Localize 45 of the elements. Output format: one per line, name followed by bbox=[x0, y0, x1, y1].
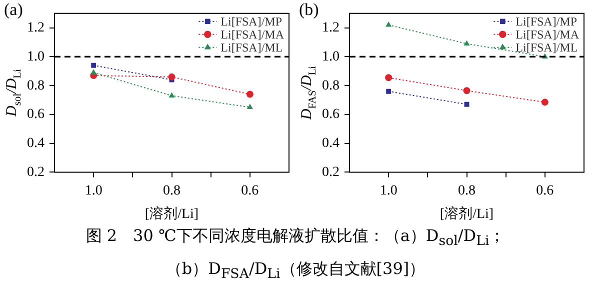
point bbox=[246, 90, 254, 98]
point bbox=[91, 62, 96, 68]
point bbox=[246, 104, 253, 109]
y-tick-label: 1.2 bbox=[322, 20, 340, 36]
x-tick-label: 1.0 bbox=[84, 183, 102, 198]
y-tick-label: 0.6 bbox=[322, 107, 340, 122]
point bbox=[168, 92, 175, 98]
point bbox=[386, 21, 392, 27]
y-tick-label: 0.8 bbox=[322, 78, 340, 94]
y-tick-label: 0.2 bbox=[27, 164, 44, 180]
y-tick-label: 1.0 bbox=[322, 49, 340, 64]
point bbox=[464, 102, 470, 107]
point bbox=[463, 87, 470, 94]
x-tick-label: 0.6 bbox=[241, 183, 259, 198]
text: （b）D$_{FSA}$/D$_{Li}$（修改自文献[39]） bbox=[164, 258, 426, 284]
y-tick-label: 0.8 bbox=[27, 78, 44, 94]
x-axis-title: [溶剂/Li] bbox=[144, 206, 199, 222]
legend-label: Li[FSA]/MP bbox=[516, 14, 578, 29]
legend-label: Li[FSA]/ML bbox=[516, 40, 578, 55]
x-tick-label: 0.8 bbox=[458, 183, 476, 198]
y-axis-title: Dsol/DLi bbox=[4, 69, 24, 118]
point bbox=[541, 98, 548, 106]
x-tick-label: 1.0 bbox=[380, 183, 398, 198]
chart-title: (a) bbox=[4, 0, 23, 19]
point bbox=[168, 73, 176, 80]
x-tick-label: 0.6 bbox=[536, 183, 554, 198]
y-tick-label: 0.6 bbox=[27, 107, 44, 122]
y-tick-label: 0.4 bbox=[27, 136, 44, 151]
point bbox=[385, 74, 392, 82]
caption: 图 2 30 ℃下不同浓度电解液扩散比值：（a）D$_{sol}$/D$_{Li}$； bbox=[84, 225, 506, 252]
y-tick-label: 1.0 bbox=[27, 49, 44, 64]
point bbox=[90, 69, 97, 74]
y-tick-label: 1.2 bbox=[27, 20, 44, 36]
legend-label: Li[FSA]/MA bbox=[516, 28, 580, 42]
point bbox=[386, 88, 392, 94]
legend-label: Li[FSA]/MA bbox=[220, 28, 284, 42]
point bbox=[464, 40, 470, 46]
y-axis-title: DFAS/DLi bbox=[299, 66, 318, 121]
y-tick-label: 0.2 bbox=[322, 164, 340, 180]
legend-label: Li[FSA]/ML bbox=[220, 40, 283, 55]
x-tick-label: 0.8 bbox=[163, 183, 180, 198]
legend-label: Li[FSA]/MP bbox=[220, 14, 282, 29]
x-axis-title: [溶剂/Li] bbox=[440, 206, 494, 222]
y-tick-label: 0.4 bbox=[322, 136, 340, 151]
chart-title: (b) bbox=[299, 0, 319, 19]
